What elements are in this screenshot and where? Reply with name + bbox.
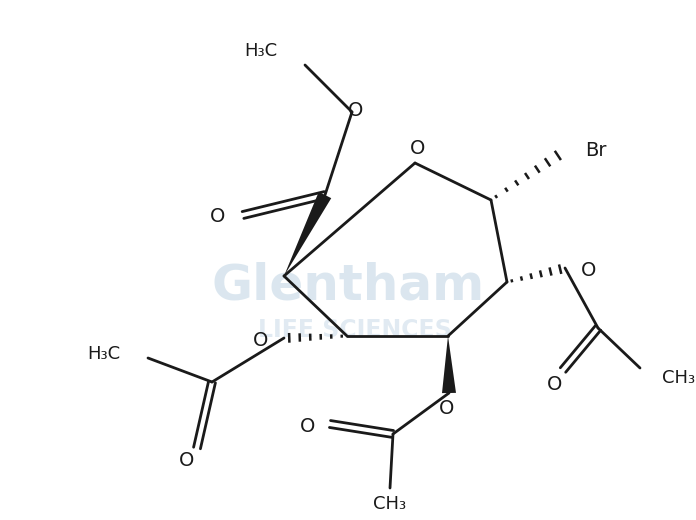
Polygon shape xyxy=(442,336,456,393)
Text: H₃C: H₃C xyxy=(87,345,120,363)
Text: CH₃: CH₃ xyxy=(374,495,406,513)
Text: LIFE SCIENCES: LIFE SCIENCES xyxy=(258,318,452,342)
Text: Glentham: Glentham xyxy=(212,261,484,309)
Text: H₃C: H₃C xyxy=(244,42,277,60)
Text: O: O xyxy=(581,261,596,280)
Polygon shape xyxy=(284,192,331,276)
Text: O: O xyxy=(299,417,315,436)
Text: O: O xyxy=(180,451,195,471)
Text: CH₃: CH₃ xyxy=(662,369,695,387)
Text: O: O xyxy=(209,207,225,227)
Text: O: O xyxy=(439,398,454,418)
Text: O: O xyxy=(253,331,268,349)
Text: O: O xyxy=(547,374,562,394)
Text: Br: Br xyxy=(585,140,606,160)
Text: O: O xyxy=(348,101,364,121)
Text: O: O xyxy=(411,139,426,159)
